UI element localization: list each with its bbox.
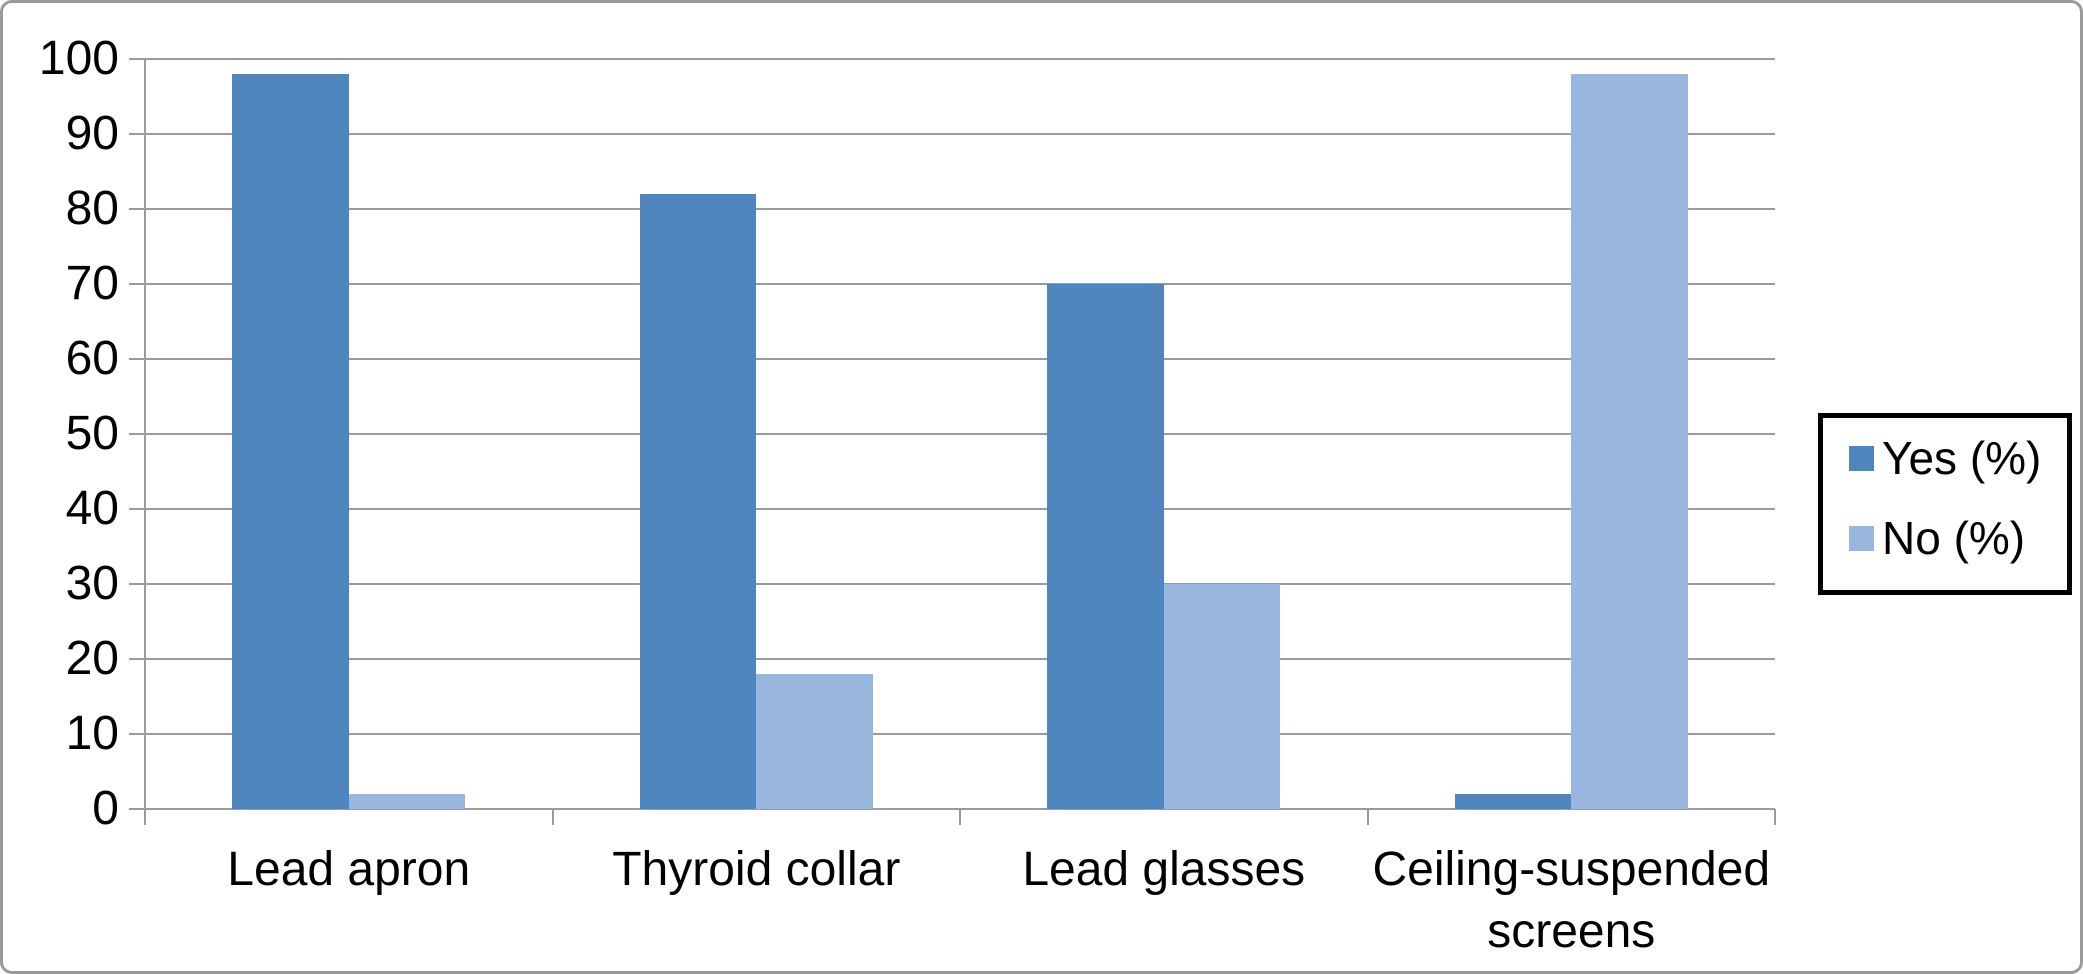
y-axis-tick-40 bbox=[129, 508, 145, 510]
x-axis-label-lead-glasses: Lead glasses bbox=[1022, 843, 1306, 896]
y-axis-tick-70 bbox=[129, 283, 145, 285]
gridline-50 bbox=[145, 433, 1775, 435]
plot-area: 0 10 20 30 40 50 60 70 80 90 100 Lead apron Thyroid … bbox=[3, 3, 2080, 971]
y-axis-label-40: 40 bbox=[65, 482, 119, 535]
x-axis-tick-1 bbox=[551, 809, 554, 825]
bar-no-thyroid-collar bbox=[756, 674, 873, 809]
y-axis-tick-90 bbox=[129, 133, 145, 135]
bar-no-lead-apron bbox=[348, 794, 466, 809]
gridline-80 bbox=[145, 208, 1775, 210]
legend-swatch-yes-icon bbox=[1849, 445, 1874, 471]
legend-item-yes: Yes (%) bbox=[1849, 430, 2057, 486]
y-axis-tick-0 bbox=[129, 808, 145, 810]
y-axis-label-80: 80 bbox=[65, 182, 119, 235]
gridline-10 bbox=[145, 733, 1775, 735]
y-axis-label-70: 70 bbox=[65, 257, 119, 310]
x-axis-tick-0 bbox=[144, 809, 146, 825]
x-axis-label-ceiling-suspended-screens: Ceiling-suspended screens bbox=[1372, 843, 1771, 958]
y-axis-label-60: 60 bbox=[65, 332, 119, 385]
gridline-20 bbox=[145, 658, 1775, 660]
x-axis-tick-4 bbox=[1774, 809, 1776, 825]
x-axis-label-lead-apron: Lead apron bbox=[227, 843, 471, 896]
legend-label-no: No (%) bbox=[1882, 512, 2026, 564]
y-axis-tick-100 bbox=[129, 58, 145, 60]
gridline-100 bbox=[145, 58, 1775, 60]
y-axis-label-0: 0 bbox=[92, 782, 119, 835]
y-axis-label-30: 30 bbox=[65, 557, 119, 610]
legend-item-no: No (%) bbox=[1849, 510, 2057, 566]
legend-swatch-no-icon bbox=[1849, 525, 1874, 551]
y-axis-line bbox=[144, 59, 146, 825]
y-axis-label-90: 90 bbox=[65, 107, 119, 160]
gridline-30 bbox=[145, 583, 1775, 585]
y-axis-tick-50 bbox=[129, 433, 145, 435]
y-axis-label-50: 50 bbox=[65, 407, 119, 460]
gridline-60 bbox=[145, 358, 1775, 360]
y-axis-tick-20 bbox=[129, 658, 145, 660]
y-axis-tick-30 bbox=[129, 583, 145, 585]
bar-no-lead-glasses bbox=[1163, 584, 1281, 809]
gridline-70 bbox=[145, 283, 1775, 285]
legend-label-yes: Yes (%) bbox=[1882, 432, 2042, 484]
x-axis-tick-3 bbox=[1366, 809, 1369, 825]
bar-yes-thyroid-collar bbox=[639, 194, 757, 809]
bar-no-ceiling-suspended-screens bbox=[1571, 74, 1688, 809]
y-axis-tick-60 bbox=[129, 358, 145, 360]
gridline-40 bbox=[145, 508, 1775, 510]
y-axis-tick-80 bbox=[129, 208, 145, 210]
x-axis-tick-2 bbox=[959, 809, 961, 825]
legend: Yes (%) No (%) bbox=[1818, 413, 2072, 595]
x-axis-label-thyroid-collar: Thyroid collar bbox=[612, 843, 901, 896]
bar-yes-lead-glasses bbox=[1047, 284, 1164, 809]
gridline-90 bbox=[145, 133, 1775, 135]
bar-yes-lead-apron bbox=[232, 74, 349, 809]
bar-yes-ceiling-suspended-screens bbox=[1454, 794, 1572, 809]
y-axis-label-100: 100 bbox=[38, 32, 119, 85]
y-axis-tick-10 bbox=[129, 733, 145, 735]
y-axis-label-10: 10 bbox=[65, 707, 119, 760]
y-axis-label-20: 20 bbox=[65, 632, 119, 685]
